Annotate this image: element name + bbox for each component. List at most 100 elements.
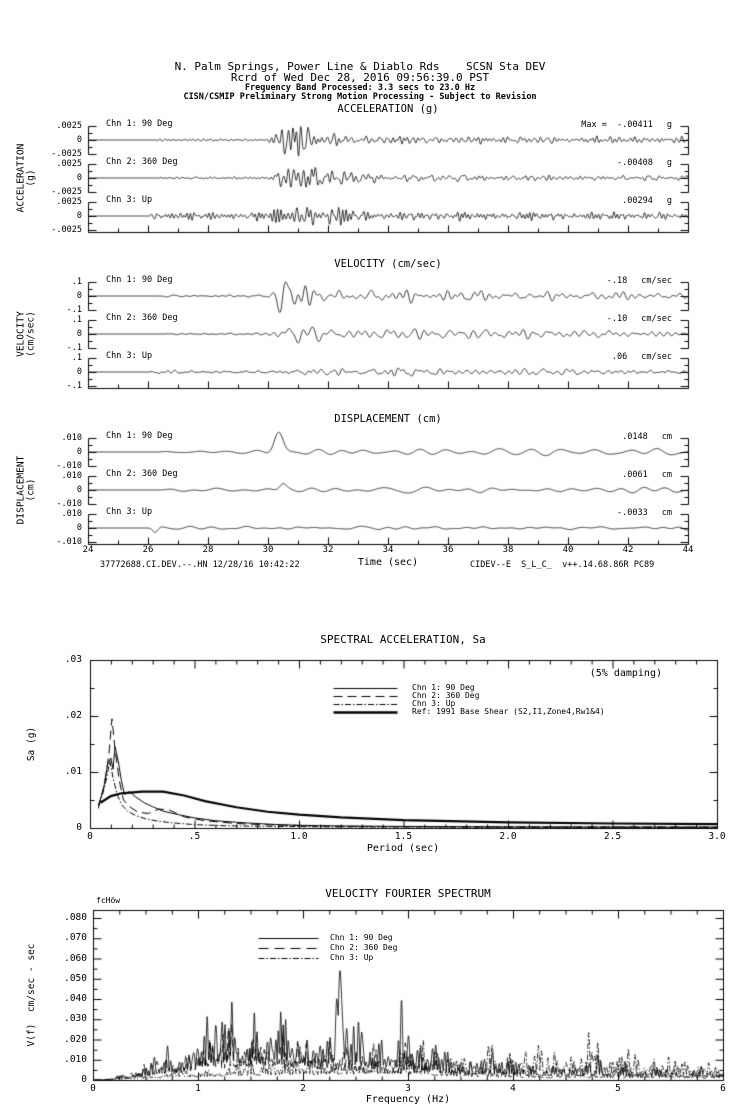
channel-label: Chn 2: 360 Deg (106, 313, 178, 323)
sa-x-tick-label: 2.0 (499, 831, 517, 842)
time-tick-label: 32 (322, 545, 334, 555)
peak-value-label: .0061 cm (622, 470, 672, 480)
time-tick-label: 38 (502, 545, 514, 555)
channel-label: Chn 3: Up (106, 351, 153, 361)
record-id-footer: 37772688.CI.DEV.--.HN 12/28/16 10:42:22 (100, 560, 300, 570)
time-tick-label: 34 (382, 545, 394, 555)
peak-value-label: -.18 cm/sec (606, 276, 672, 286)
fourier-y-tick-label: .020 (64, 1033, 87, 1045)
time-tick-label: 28 (202, 545, 214, 555)
acceleration-title: ACCELERATION (g) (337, 103, 439, 115)
processing-footer: CIDEV--E S_L_C_ v++.14.68.86R PC89 (470, 560, 655, 570)
peak-value: -.10 (606, 314, 628, 324)
header-disclaimer-line: CISN/CSMIP Preliminary Strong Motion Pro… (183, 92, 537, 102)
sa-x-tick-label: 1.5 (394, 831, 413, 842)
y-tick-label: .010 (61, 470, 82, 481)
sa-y-tick-label: 0 (76, 822, 82, 833)
y-tick-label: .0025 (56, 120, 82, 131)
time-tick-label: 42 (622, 545, 634, 555)
peak-value: -.00408 (617, 158, 653, 168)
header-station-line: N. Palm Springs, Power Line & Diablo Rds… (174, 60, 546, 73)
peak-unit: g (666, 120, 672, 130)
peak-value: -.18 (606, 276, 628, 286)
fourier-y-tick-label: .050 (64, 972, 87, 984)
y-tick-label: .010 (61, 508, 82, 519)
channel-label: Chn 1: 90 Deg (106, 119, 173, 129)
y-tick-label: -.010 (56, 460, 82, 471)
fourier-legend-label: Chn 1: 90 Deg (330, 932, 393, 942)
fourier-x-tick-label: 1 (195, 1083, 201, 1094)
y-tick-label: .1 (71, 314, 82, 325)
fourier-x-tick-label: 0 (90, 1083, 96, 1094)
peak-unit: cm/sec (641, 352, 672, 362)
y-tick-label: 0 (76, 328, 82, 339)
peak-unit: g (666, 196, 672, 206)
peak-value: -.0033 (617, 508, 648, 518)
fourier-x-tick-label: 3 (405, 1083, 411, 1094)
peak-unit: cm (661, 470, 672, 480)
peak-value: .0061 (622, 470, 648, 480)
y-tick-label: -.1 (66, 342, 82, 353)
sa-y-tick-label: .03 (64, 654, 82, 665)
sa-xlabel: Period (sec) (366, 843, 440, 854)
peak-value-label: Max = -.00411 g (581, 120, 672, 130)
velocity-title: VELOCITY (cm/sec) (334, 258, 442, 270)
peak-value: .06 (611, 352, 628, 362)
peak-unit: cm/sec (641, 314, 672, 324)
y-tick-label: -.0025 (51, 148, 82, 159)
time-tick-label: 30 (262, 545, 274, 555)
displacement-title: DISPLACEMENT (cm) (334, 413, 442, 425)
sa-x-tick-label: 3.0 (708, 831, 726, 842)
time-axis-label: Time (sec) (357, 557, 419, 568)
peak-value-label: .0148 cm (622, 432, 672, 442)
peak-value-label: -.10 cm/sec (606, 314, 672, 324)
fourier-corner-note: fcHöw (96, 896, 121, 905)
channel-label: Chn 1: 90 Deg (106, 275, 173, 285)
fourier-title: VELOCITY FOURIER SPECTRUM (325, 887, 491, 900)
y-tick-label: .0025 (56, 196, 82, 207)
y-tick-label: -.1 (66, 380, 82, 391)
y-tick-label: 0 (76, 134, 82, 145)
sa-legend-label: Ref: 1991 Base Shear (S2,I1,Zone4,Rw1&4) (412, 706, 605, 716)
y-tick-label: -.010 (56, 536, 82, 547)
fourier-x-tick-label: 4 (510, 1083, 516, 1094)
y-tick-label: 0 (76, 210, 82, 221)
time-tick-label: 24 (82, 545, 94, 555)
sa-legend-label: Chn 2: 360 Deg (412, 690, 480, 700)
sa-title: SPECTRAL ACCELERATION, Sa (320, 633, 486, 646)
peak-unit: cm (661, 508, 672, 518)
sa-damping-note: (5% damping) (589, 668, 662, 679)
sa-y-tick-label: .02 (64, 710, 82, 721)
channel-label: Chn 1: 90 Deg (106, 431, 173, 441)
fourier-x-tick-label: 5 (615, 1083, 621, 1094)
fourier-legend-label: Chn 2: 360 Deg (330, 942, 398, 952)
y-tick-label: .1 (71, 276, 82, 287)
peak-unit: cm (661, 432, 672, 442)
channel-label: Chn 2: 360 Deg (106, 157, 178, 167)
fourier-x-tick-label: 2 (300, 1083, 306, 1094)
fourier-y-tick-label: .070 (64, 932, 87, 944)
peak-value: .00294 (622, 196, 653, 206)
peak-value-label: -.00408 g (617, 158, 672, 168)
y-tick-label: 0 (76, 446, 82, 457)
fourier-xlabel: Frequency (Hz) (365, 1094, 451, 1105)
time-tick-label: 40 (562, 545, 574, 555)
fourier-y-tick-label: .030 (64, 1013, 87, 1025)
sa-legend-label: Chn 3: Up (412, 698, 456, 708)
time-tick-label: 26 (142, 545, 154, 555)
y-tick-label: 0 (76, 484, 82, 495)
y-tick-label: 0 (76, 290, 82, 301)
y-tick-label: 0 (76, 172, 82, 183)
sa-x-tick-label: .5 (188, 831, 201, 842)
sa-y-tick-label: .01 (64, 766, 82, 777)
sa-legend-label: Chn 1: 90 Deg (412, 682, 475, 692)
sa-x-tick-label: 0 (87, 831, 93, 842)
fourier-legend-label: Chn 3: Up (330, 952, 374, 962)
header-freqband-line: Frequency Band Processed: 3.3 secs to 23… (244, 83, 476, 93)
fourier-y-tick-label: .080 (64, 912, 87, 923)
time-tick-label: 44 (682, 545, 694, 555)
channel-label: Chn 3: Up (106, 195, 153, 205)
channel-label: Chn 3: Up (106, 507, 153, 517)
fourier-y-tick-label: .040 (64, 993, 87, 1004)
